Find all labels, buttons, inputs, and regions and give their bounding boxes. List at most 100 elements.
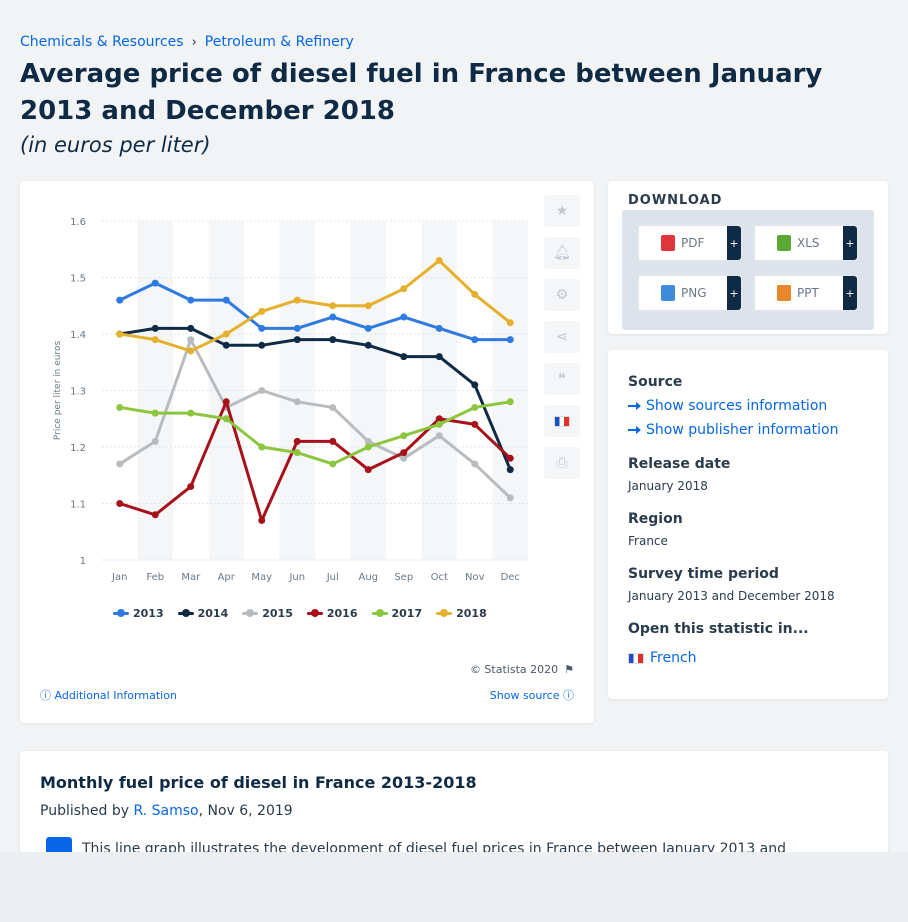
data-point-2016: [258, 516, 266, 524]
data-point-2015: [293, 398, 301, 406]
settings-gear-icon[interactable]: ⚙: [544, 279, 580, 311]
data-point-2016: [293, 437, 301, 445]
data-point-2016: [471, 420, 479, 428]
legend-label: 2017: [391, 607, 423, 620]
plus-icon: +: [727, 276, 741, 310]
legend-item-2016[interactable]: 2016: [306, 607, 358, 620]
data-point-2013: [293, 324, 301, 332]
download-png-button[interactable]: PNG +: [638, 275, 742, 311]
download-xls-button[interactable]: XLS +: [754, 225, 858, 261]
show-sources-link[interactable]: Show sources information: [628, 398, 827, 414]
breadcrumb: Chemicals & Resources › Petroleum & Refi…: [20, 34, 354, 50]
data-point-2013: [151, 279, 159, 287]
release-date-value: January 2018: [628, 479, 708, 493]
download-ppt-button[interactable]: PPT +: [754, 275, 858, 311]
legend-swatch: [306, 609, 323, 617]
legend-item-2013[interactable]: 2013: [113, 607, 164, 620]
breadcrumb-chemicals[interactable]: Chemicals & Resources: [20, 34, 184, 50]
region-label: Region: [628, 511, 683, 527]
arrow-right-icon: [628, 426, 641, 434]
show-source-link[interactable]: Show source ⓘ: [490, 687, 574, 703]
download-xls-label: XLS: [797, 236, 820, 250]
data-point-2015: [187, 336, 195, 344]
data-point-2018: [506, 319, 514, 327]
region-value: France: [628, 534, 668, 548]
description-card: Monthly fuel price of diesel in France 2…: [20, 751, 888, 871]
data-point-2018: [151, 336, 159, 344]
download-card: DOWNLOAD PDF + XLS + PNG + PPT +: [608, 181, 888, 334]
published-prefix: Published by: [40, 803, 130, 819]
cite-quote-icon[interactable]: ❝: [544, 363, 580, 395]
additional-information-label: Additional Information: [54, 689, 177, 702]
x-tick-label: May: [251, 572, 272, 583]
data-point-2018: [258, 307, 266, 315]
legend-item-2014[interactable]: 2014: [177, 607, 228, 620]
data-point-2017: [364, 443, 372, 451]
data-point-2015: [435, 432, 443, 440]
data-point-2014: [293, 336, 301, 344]
legend-swatch: [436, 609, 453, 617]
survey-period-value: January 2013 and December 2018: [628, 589, 835, 603]
additional-information-link[interactable]: ⓘ Additional Information: [40, 687, 177, 703]
legend-item-2018[interactable]: 2018: [436, 607, 487, 620]
data-point-2017: [293, 449, 301, 457]
ppt-file-icon: [777, 285, 791, 301]
flag-report-icon[interactable]: ⚑: [564, 663, 574, 676]
page-title: Average price of diesel fuel in France b…: [20, 59, 823, 126]
download-button-group: PDF + XLS + PNG + PPT +: [622, 210, 874, 330]
show-publisher-link[interactable]: Show publisher information: [628, 422, 838, 438]
data-point-2016: [435, 415, 443, 423]
print-icon[interactable]: ⎙: [544, 447, 580, 479]
data-point-2018: [293, 296, 301, 304]
legend-label: 2015: [262, 607, 293, 620]
legend-item-2015[interactable]: 2015: [242, 607, 293, 620]
show-sources-label: Show sources information: [646, 398, 828, 414]
y-tick-label: 1.2: [70, 443, 86, 454]
legend-item-2017[interactable]: 2017: [371, 607, 423, 620]
legend-swatch: [242, 609, 259, 617]
breadcrumb-petroleum[interactable]: Petroleum & Refinery: [204, 34, 354, 50]
author-link[interactable]: R. Samso: [133, 803, 199, 819]
notification-bell-icon[interactable]: 🔔︎: [544, 237, 580, 269]
data-point-2013: [187, 296, 195, 304]
x-tick-label: Jan: [111, 572, 127, 583]
y-tick-label: 1.3: [70, 387, 86, 398]
y-tick-label: 1.5: [70, 274, 86, 285]
french-flag-icon[interactable]: [544, 405, 580, 437]
y-tick-label: 1.6: [70, 217, 86, 228]
show-publisher-label: Show publisher information: [646, 422, 839, 438]
data-point-2018: [222, 330, 230, 338]
data-point-2013: [222, 296, 230, 304]
download-ppt-label: PPT: [797, 286, 819, 300]
data-point-2016: [222, 398, 230, 406]
data-point-2017: [471, 403, 479, 411]
series-line-2014: [119, 326, 512, 471]
open-statistic-label: Open this statistic in...: [628, 621, 809, 637]
download-pdf-button[interactable]: PDF +: [638, 225, 742, 261]
plus-icon: +: [843, 276, 857, 310]
page-subtitle: (in euros per liter): [20, 133, 211, 157]
open-french-link[interactable]: French: [628, 650, 697, 666]
data-point-2017: [400, 432, 408, 440]
x-tick-label: Nov: [465, 572, 485, 583]
data-point-2015: [329, 403, 337, 411]
series-line-2017: [119, 400, 511, 466]
legend-label: 2016: [326, 607, 358, 620]
data-point-2015: [364, 437, 372, 445]
data-point-2015: [258, 387, 266, 394]
x-tick-label: Jun: [288, 572, 305, 583]
data-point-2014: [364, 341, 372, 349]
footer-band: [0, 852, 908, 922]
chart-card: 1 1.1 1.2 1.3 1.4 1.5 1.6 Jan Feb Mar Apr May Jun Jul…: [20, 181, 594, 723]
series-line-2018: [119, 259, 512, 353]
data-point-2017: [222, 415, 230, 423]
data-point-2018: [187, 347, 195, 355]
data-point-2014: [435, 353, 443, 361]
data-point-2016: [329, 437, 337, 445]
data-point-2014: [329, 336, 337, 344]
favorite-star-icon[interactable]: ★: [544, 195, 580, 227]
share-icon[interactable]: ⋖: [544, 321, 580, 353]
data-point-2016: [400, 449, 408, 457]
info-icon: ⓘ: [563, 689, 574, 702]
data-point-2015: [400, 454, 408, 462]
